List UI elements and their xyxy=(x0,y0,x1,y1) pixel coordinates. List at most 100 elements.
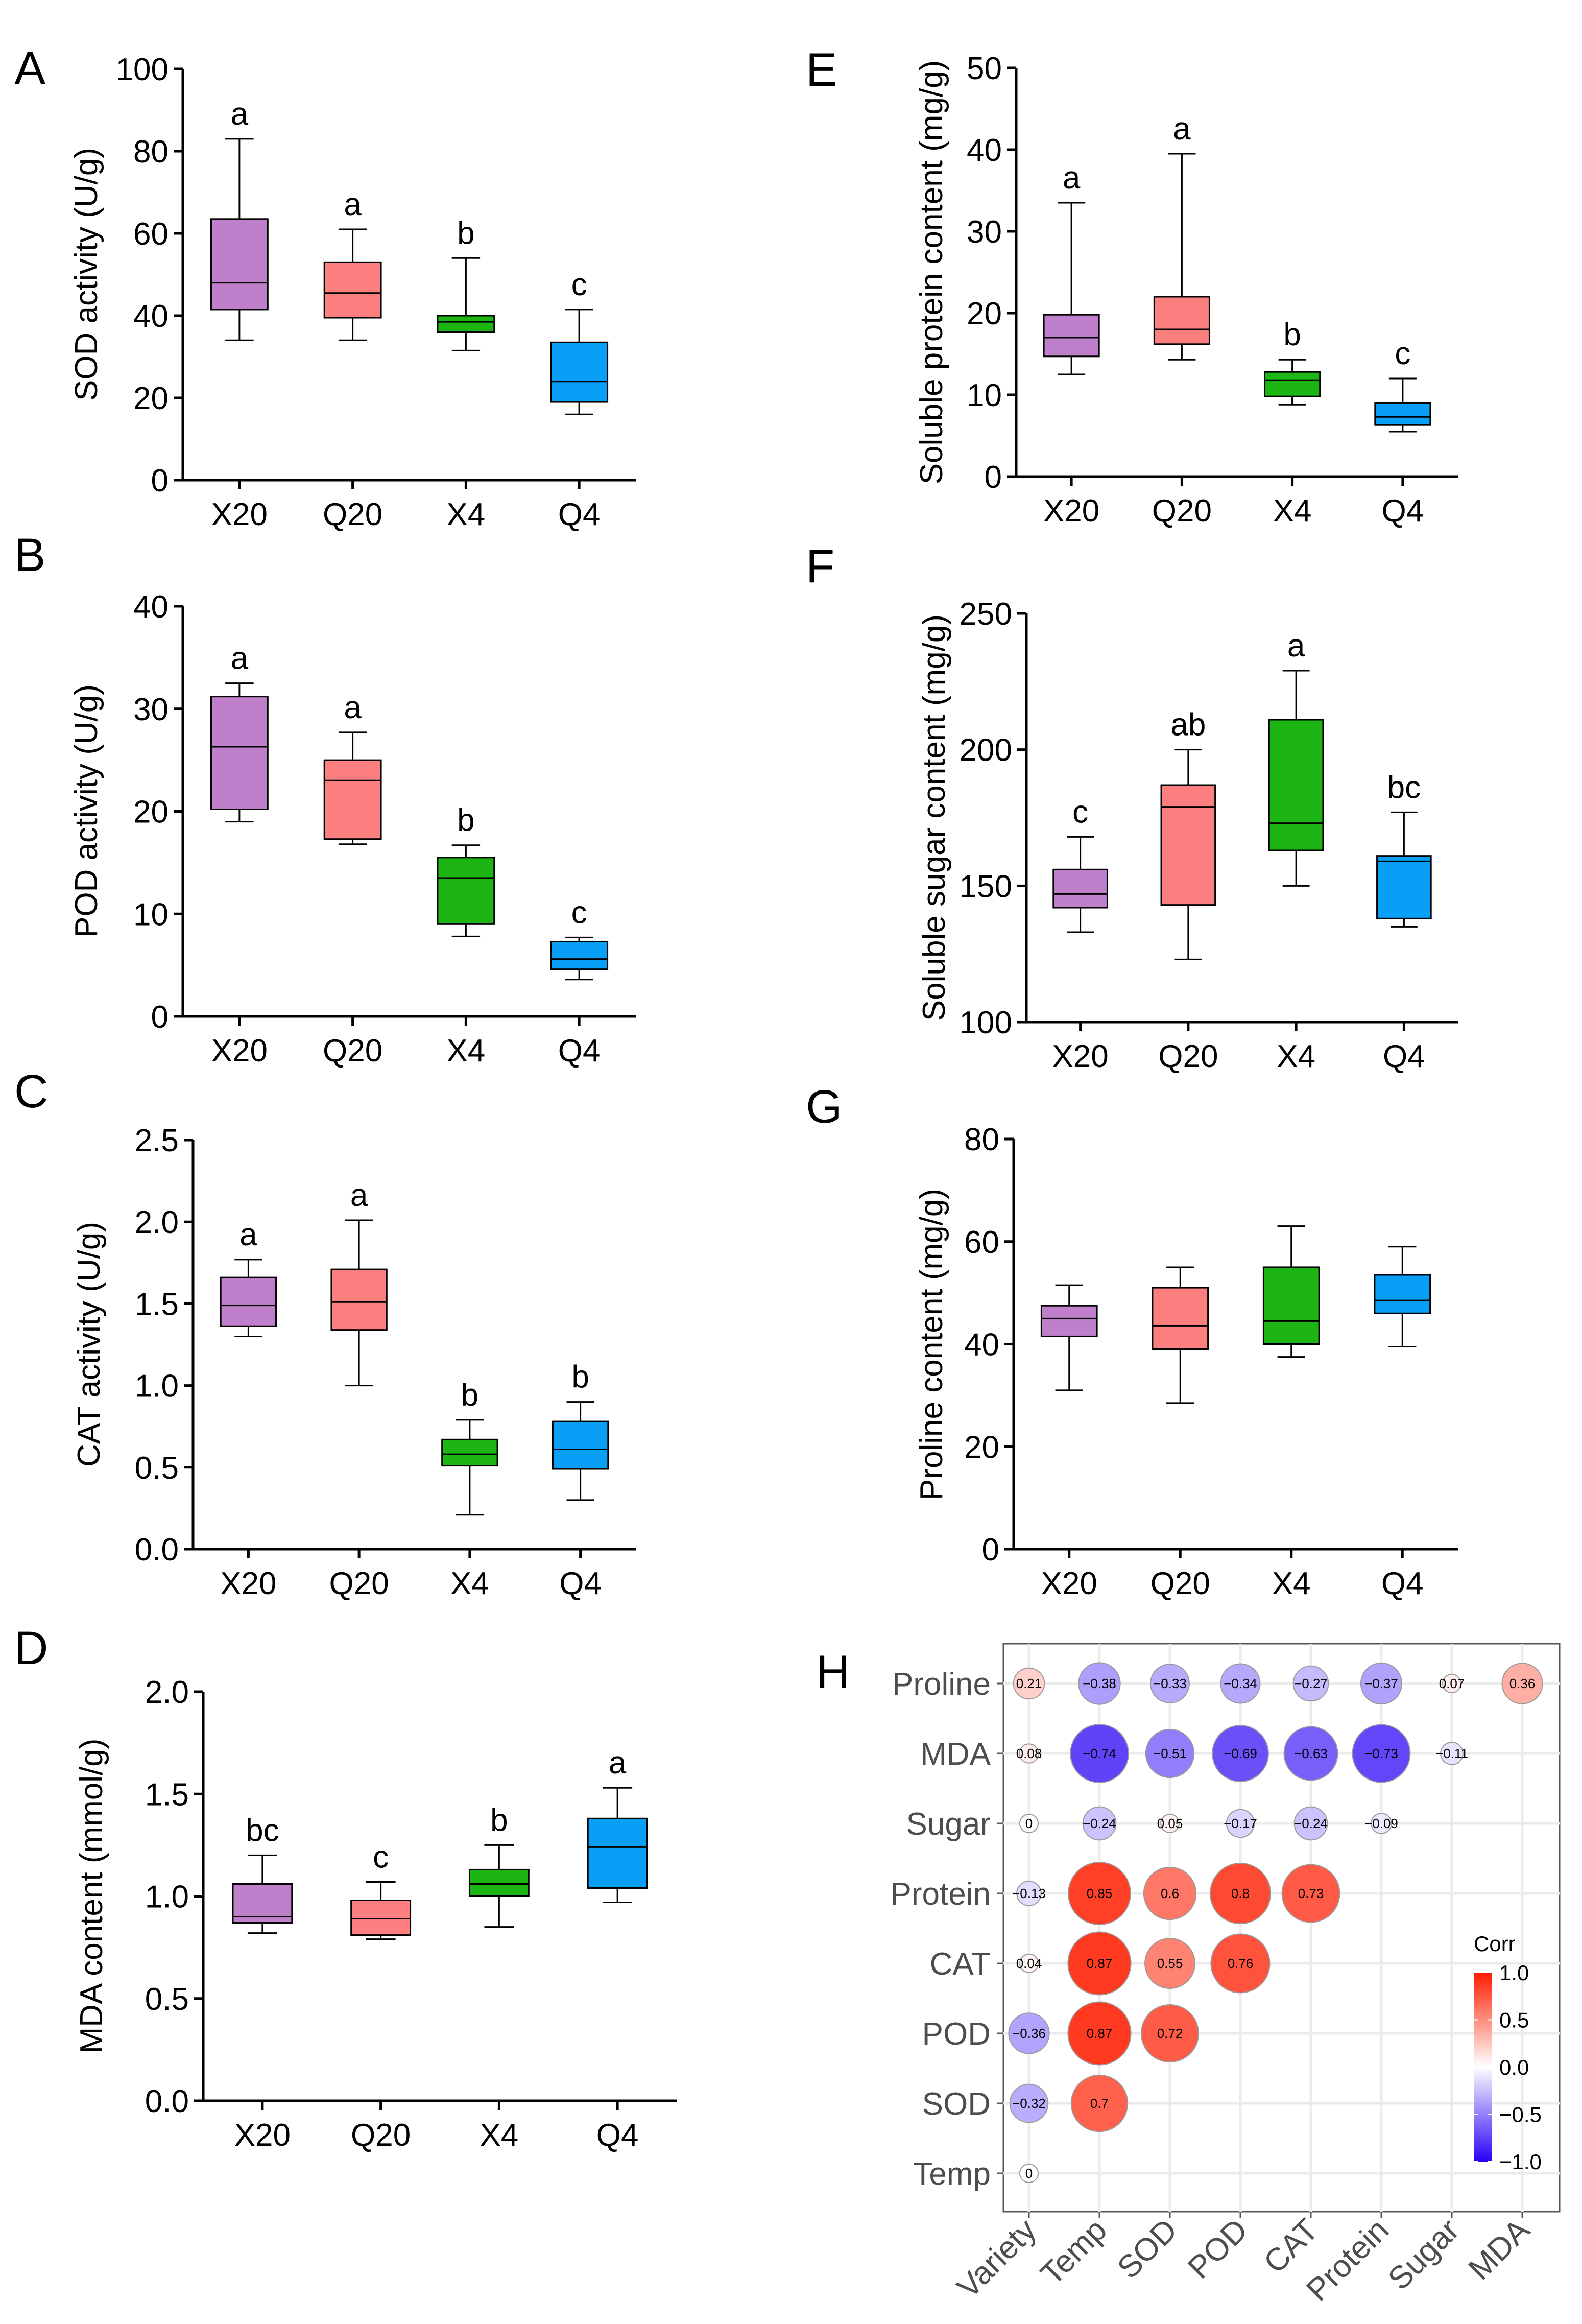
correlation-value: 0.04 xyxy=(1016,1956,1042,1971)
y-tick-label: 20 xyxy=(964,1430,999,1465)
x-tick-label: X4 xyxy=(1277,1039,1315,1074)
correlation-value: 0.72 xyxy=(1157,2026,1183,2041)
y-tick-label: 0 xyxy=(151,463,169,499)
correlation-value: −0.33 xyxy=(1153,1676,1187,1691)
panel-e: E 0 10 20 30 40 50 Soluble protein content (mg/… xyxy=(806,44,1458,529)
box-x4 xyxy=(437,857,495,925)
panel-c: C 0.0 0.5 1.0 1.5 2.0 2.5 CAT activity (U/g) X20… xyxy=(14,1065,636,1601)
x-tick-label: Q4 xyxy=(1383,1039,1425,1074)
y-axis-label: CAT xyxy=(930,1947,991,1982)
y-tick-label: 100 xyxy=(960,1005,1012,1040)
box-x20 xyxy=(1040,1305,1098,1337)
y-tick-label: 1.5 xyxy=(135,1287,179,1322)
x-tick-label: X20 xyxy=(1041,1566,1097,1601)
y-axis-label: MDA xyxy=(920,1737,991,1772)
y-tick-label: 50 xyxy=(967,51,1002,86)
y-axis-label: Sugar xyxy=(906,1807,991,1842)
significance-letter: c xyxy=(1072,794,1088,829)
correlation-value: −0.73 xyxy=(1364,1746,1398,1761)
legend-tick-label: 0.0 xyxy=(1499,2055,1529,2079)
x-axis-label: Variety xyxy=(950,2212,1043,2305)
correlation-bubble xyxy=(1145,1728,1195,1778)
panel-letter: D xyxy=(14,1622,48,1674)
x-tick-label: X20 xyxy=(211,497,268,532)
correlation-value: −0.24 xyxy=(1083,1816,1116,1831)
y-axis-title: Proline content (mg/g) xyxy=(914,1189,949,1500)
x-tick-label: X4 xyxy=(1273,493,1312,529)
box-x4 xyxy=(1264,371,1321,397)
significance-letter: a xyxy=(231,97,249,132)
x-tick-label: Q4 xyxy=(596,2118,639,2153)
significance-letter: c xyxy=(571,267,587,302)
significance-letter: bc xyxy=(246,1813,279,1848)
correlation-bubble xyxy=(1019,2164,1039,2183)
box-x20 xyxy=(1052,868,1108,909)
box-x20 xyxy=(1043,314,1100,358)
correlation-bubble xyxy=(1150,1664,1190,1703)
y-axis-title: Soluble sugar content (mg/g) xyxy=(917,614,952,1021)
x-tick-label: X4 xyxy=(1272,1566,1311,1601)
box-q20 xyxy=(330,1268,388,1331)
correlation-bubble xyxy=(1067,2001,1132,2066)
box-x4 xyxy=(1268,719,1324,851)
correlation-value: −0.09 xyxy=(1364,1816,1398,1831)
x-tick-label: Q4 xyxy=(558,497,601,532)
correlation-value: 0.08 xyxy=(1016,1746,1042,1761)
box-q4 xyxy=(1374,1274,1431,1314)
correlation-value: −0.13 xyxy=(1012,1886,1046,1901)
panel-b: B 0 10 20 30 40 POD activity (U/g) X20 a Q20 a X4 b Q… xyxy=(14,529,636,1069)
y-tick-label: 80 xyxy=(133,134,169,170)
correlation-bubble xyxy=(1501,1663,1543,1704)
correlation-value: 0.07 xyxy=(1439,1676,1465,1691)
significance-letter: a xyxy=(350,1178,368,1213)
y-tick-label: 80 xyxy=(964,1122,999,1157)
significance-letter: a xyxy=(344,187,362,222)
correlation-value: 0.76 xyxy=(1228,1956,1254,1971)
significance-letter: b xyxy=(457,216,474,251)
y-tick-label: 40 xyxy=(133,589,169,625)
y-tick-label: 30 xyxy=(967,215,1002,250)
box-q4 xyxy=(1376,855,1432,919)
significance-letter: b xyxy=(457,803,474,838)
correlation-bubble xyxy=(1440,1742,1464,1765)
significance-letter: a xyxy=(239,1217,257,1252)
correlation-value: 0.21 xyxy=(1016,1676,1042,1691)
correlation-bubble xyxy=(1160,1814,1180,1833)
x-tick-label: Q20 xyxy=(351,2118,411,2153)
panel-a: A 0 20 40 60 80 100 SOD activity (U/g) X20 a Q20 a X… xyxy=(14,42,636,532)
correlation-bubble xyxy=(1281,1864,1340,1923)
correlation-value: −0.63 xyxy=(1294,1746,1328,1761)
box-q4 xyxy=(587,1817,648,1889)
correlation-value: −0.32 xyxy=(1012,2096,1046,2111)
x-tick-label: X20 xyxy=(220,1566,276,1601)
correlation-bubble xyxy=(1226,1809,1255,1838)
box-x4 xyxy=(468,1868,530,1898)
box-q4 xyxy=(552,1420,609,1470)
y-axis-title: MDA content (mmol/g) xyxy=(74,1739,109,2054)
box-q20 xyxy=(323,261,382,319)
correlation-value: −0.74 xyxy=(1083,1746,1116,1761)
x-tick-label: X20 xyxy=(234,2118,291,2153)
y-tick-label: 1.0 xyxy=(145,1880,189,1915)
correlation-value: 0.87 xyxy=(1087,2026,1113,2041)
correlation-bubble xyxy=(1078,1662,1121,1705)
x-axis-label: Temp xyxy=(1034,2212,1114,2292)
x-axis-label: SOD xyxy=(1111,2212,1184,2286)
box-x4 xyxy=(1262,1266,1320,1345)
y-tick-label: 60 xyxy=(964,1225,999,1260)
y-axis-title: Soluble protein content (mg/g) xyxy=(914,60,949,485)
y-tick-label: 30 xyxy=(133,692,169,727)
x-tick-label: Q20 xyxy=(1158,1039,1218,1074)
box-x20 xyxy=(220,1276,277,1327)
y-tick-label: 20 xyxy=(133,381,169,416)
y-axis-label: Protein xyxy=(891,1877,991,1912)
correlation-bubble xyxy=(1210,1933,1271,1994)
box-q20 xyxy=(350,1900,412,1936)
correlation-value: 0.8 xyxy=(1231,1886,1250,1901)
legend-tick-label: 1.0 xyxy=(1499,1961,1529,1985)
correlation-bubble xyxy=(1143,1866,1197,1920)
correlation-value: −0.27 xyxy=(1294,1676,1328,1691)
y-tick-label: 2.0 xyxy=(135,1205,179,1240)
significance-letter: ab xyxy=(1170,707,1206,743)
panel-letter: B xyxy=(14,529,45,581)
